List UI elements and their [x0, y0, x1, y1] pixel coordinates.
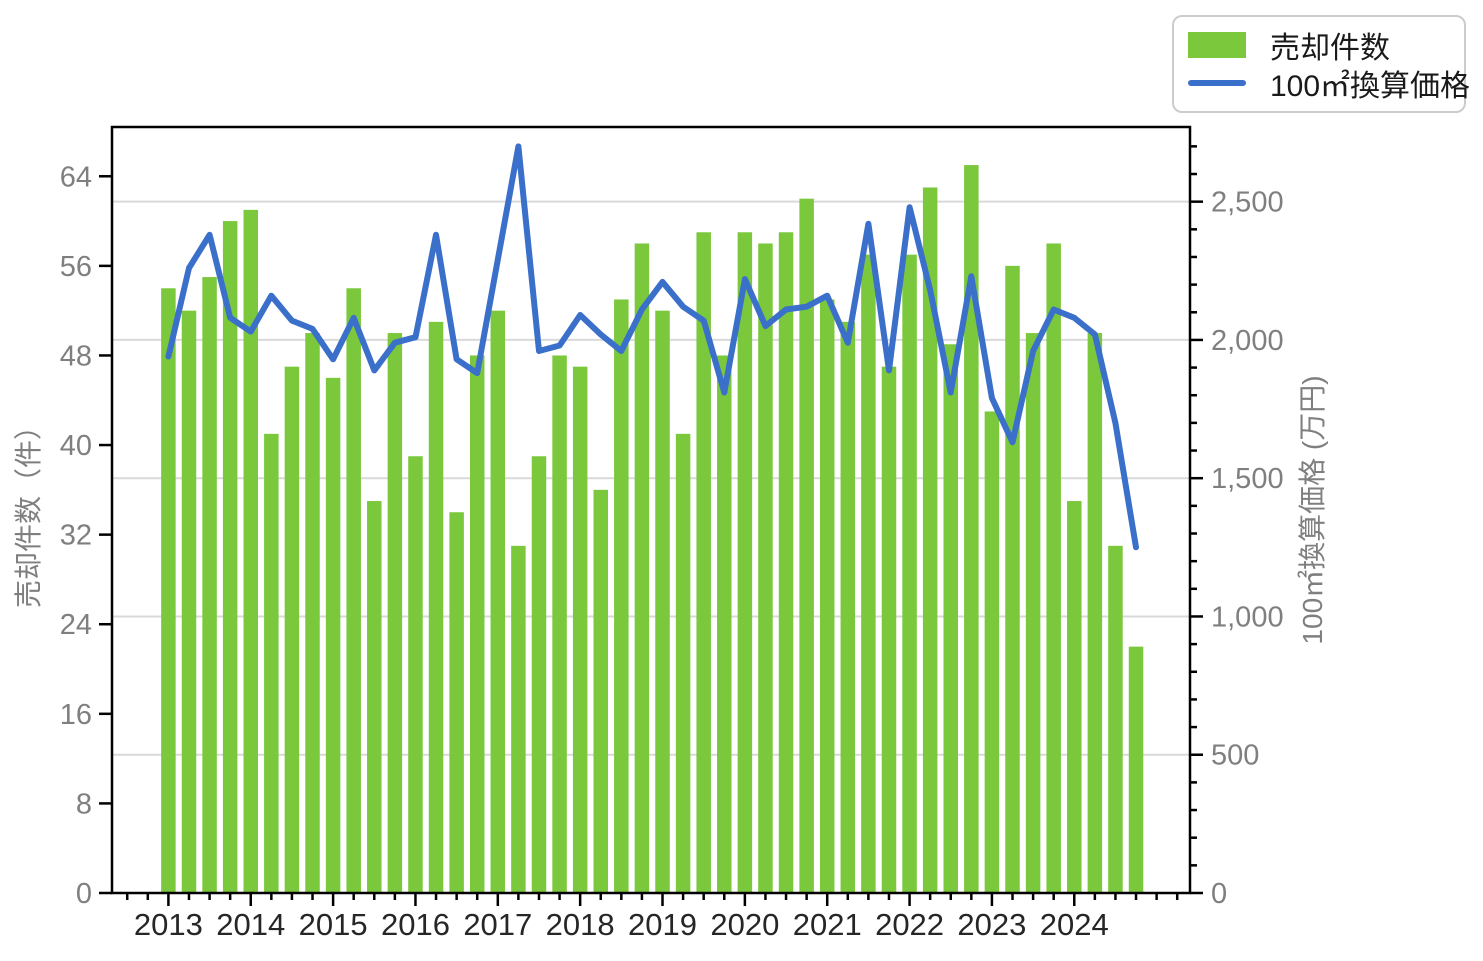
bar-2019Q3 — [696, 232, 711, 893]
x-tick-label: 2014 — [216, 907, 285, 942]
y-right-tick-label: 1,500 — [1211, 463, 1284, 495]
y-left-tick-label: 32 — [60, 520, 92, 552]
bar-2022Q1 — [902, 254, 917, 893]
bar-2018Q2 — [593, 489, 608, 893]
bar-2023Q1 — [984, 411, 1000, 893]
x-tick-label: 2013 — [134, 907, 203, 942]
bar-2013Q2 — [181, 310, 197, 893]
y-left-tick-label: 8 — [76, 788, 92, 820]
bar-2024Q2 — [1087, 333, 1103, 893]
bar-swatch — [1188, 32, 1246, 58]
bar-2015Q3 — [367, 501, 382, 893]
bar-2021Q4 — [881, 366, 897, 893]
bar-2016Q4 — [469, 355, 485, 893]
bar-2020Q2 — [758, 243, 773, 893]
bar-2015Q4 — [387, 333, 403, 893]
bar-2019Q4 — [717, 355, 732, 893]
legend-item-price: 100㎡換算価格 — [1174, 64, 1470, 103]
bar-2017Q4 — [552, 355, 567, 893]
x-tick-label: 2017 — [463, 907, 532, 942]
y-right-tick-label: 2,000 — [1211, 325, 1284, 357]
bar-2013Q4 — [222, 221, 238, 893]
y-left-tick-label: 24 — [60, 609, 92, 641]
bar-2020Q4 — [799, 198, 814, 894]
x-tick-label: 2021 — [793, 907, 862, 942]
legend-label-price: 100㎡換算価格 — [1270, 70, 1471, 103]
bar-2024Q4 — [1128, 646, 1144, 893]
bar-2017Q3 — [531, 456, 547, 893]
legend: 売却件数 100㎡換算価格 — [1172, 15, 1470, 113]
y-right-tick-label: 0 — [1211, 878, 1227, 910]
x-tick-label: 2015 — [299, 907, 368, 942]
bar-2021Q1 — [819, 299, 835, 893]
bar-2022Q3 — [943, 344, 958, 893]
bar-2014Q1 — [243, 209, 259, 893]
y-right-tick-label: 2,500 — [1211, 187, 1284, 219]
legend-label-sales: 売却件数 — [1270, 32, 1390, 65]
y-left-tick-label: 40 — [60, 430, 92, 462]
right-axis-title: 100㎡換算価格 (万円) — [1297, 375, 1328, 644]
y-left-tick-label: 56 — [60, 251, 92, 283]
bar-2020Q1 — [737, 232, 753, 893]
bar-2016Q1 — [408, 456, 423, 893]
x-tick-label: 2020 — [710, 907, 779, 942]
x-tick-label: 2024 — [1040, 907, 1109, 942]
bar-2018Q4 — [634, 243, 650, 893]
y-right-tick-label: 500 — [1211, 740, 1259, 772]
bar-2023Q4 — [1046, 243, 1061, 893]
price-line — [165, 143, 1139, 551]
y-left-tick-label: 0 — [76, 878, 92, 910]
x-tick-label: 2018 — [546, 907, 615, 942]
bar-2015Q1 — [325, 377, 341, 894]
bar-2018Q3 — [614, 299, 629, 893]
y-left-tick-label: 48 — [60, 340, 92, 372]
bar-2022Q4 — [964, 165, 979, 893]
bar-2021Q2 — [840, 321, 856, 894]
bar-2022Q2 — [922, 187, 938, 893]
bar-2014Q2 — [264, 433, 279, 893]
x-tick-label: 2016 — [381, 907, 450, 942]
legend-item-sales: 売却件数 — [1174, 26, 1464, 65]
y-right-tick-label: 1,000 — [1211, 601, 1284, 633]
bar-2020Q3 — [778, 232, 794, 893]
bar-2019Q2 — [675, 433, 691, 893]
bar-2018Q1 — [572, 366, 588, 893]
line-swatch — [1188, 80, 1246, 86]
bar-2013Q3 — [202, 277, 217, 893]
bar-2017Q1 — [490, 310, 506, 893]
bar-2014Q3 — [284, 366, 300, 893]
bar-2023Q2 — [1005, 265, 1020, 894]
y-left-tick-label: 64 — [60, 161, 92, 193]
bar-2019Q1 — [655, 310, 670, 893]
bar-2024Q1 — [1067, 501, 1082, 893]
bar-2017Q2 — [511, 545, 526, 893]
y-left-tick-label: 16 — [60, 699, 92, 731]
bar-2015Q2 — [346, 288, 361, 893]
bar-2024Q3 — [1108, 545, 1123, 893]
plot-border — [110, 125, 1192, 895]
bar-2023Q3 — [1025, 333, 1041, 893]
bar-2021Q3 — [861, 254, 876, 893]
bar-2014Q4 — [305, 333, 320, 893]
bar-2016Q3 — [449, 512, 464, 893]
bar-2013Q1 — [161, 288, 176, 893]
bar-2016Q2 — [428, 321, 444, 894]
left-axis-title: 売却件数（件） — [13, 412, 44, 608]
x-tick-label: 2023 — [957, 907, 1026, 942]
x-tick-label: 2022 — [875, 907, 944, 942]
x-tick-label: 2019 — [628, 907, 697, 942]
